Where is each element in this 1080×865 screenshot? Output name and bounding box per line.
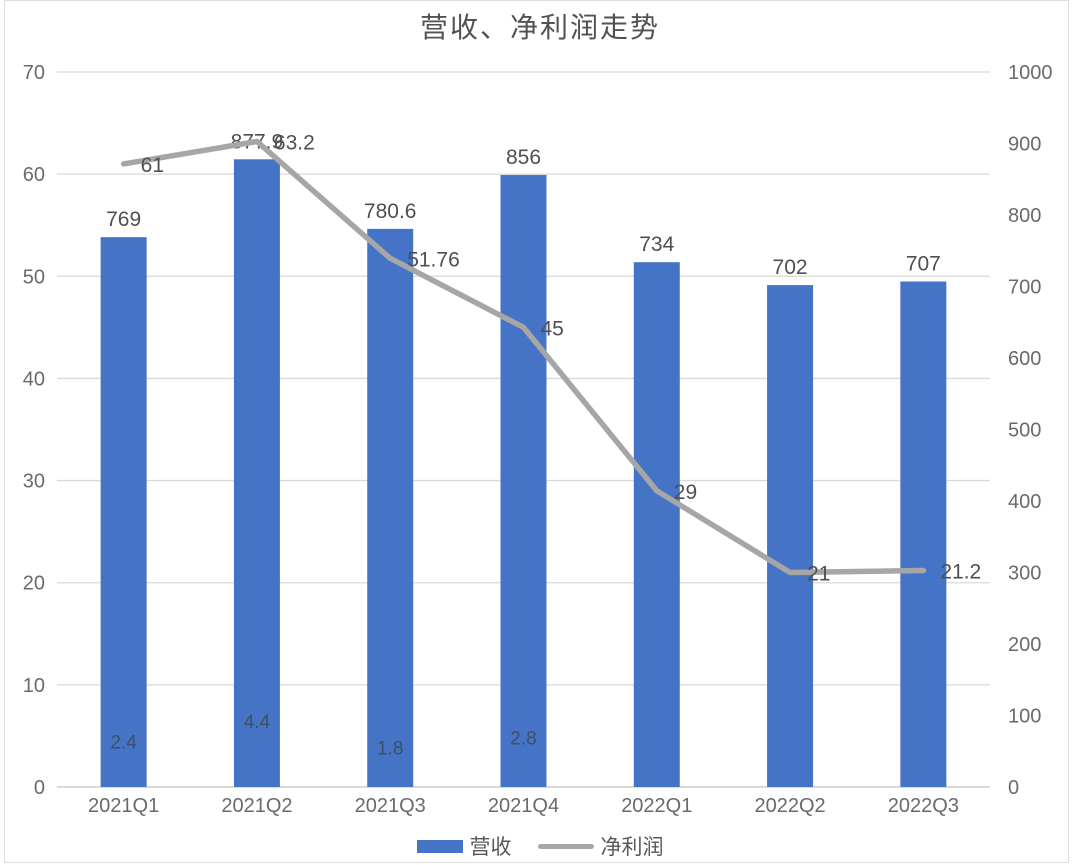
net-profit-line-swatch-icon	[537, 843, 594, 849]
bar-value-label: 780.6	[364, 200, 417, 223]
line-point-label: 61	[141, 154, 164, 177]
left-axis-tick-label: 60	[23, 164, 45, 186]
legend-item-revenue: 营收	[416, 831, 512, 861]
revenue-bar-swatch-icon	[416, 839, 463, 853]
inside-bar-label: 2.8	[510, 728, 536, 749]
inside-bar-labels: 2.4 4.4 1.8 2.8	[110, 712, 536, 760]
right-axis-tick-label: 300	[1008, 563, 1041, 585]
right-axis-tick-label: 900	[1008, 134, 1041, 156]
line-point-label: 51.76	[407, 248, 460, 271]
left-axis-tick-label: 20	[23, 573, 45, 595]
bar	[767, 285, 814, 787]
legend-label-revenue: 营收	[469, 836, 512, 859]
profit-line-path	[120, 138, 927, 576]
line-point-labels: 61 63.2 51.76 45 29 21 21.2	[141, 131, 982, 585]
line-point-label: 29	[674, 481, 697, 504]
bar-value-label: 702	[773, 256, 808, 279]
x-axis-label: 2021Q4	[488, 795, 559, 817]
left-axis-tick-label: 30	[23, 471, 45, 493]
right-axis-tick-label: 700	[1008, 277, 1041, 299]
left-axis-tick-label: 10	[23, 675, 45, 697]
net-profit-line	[120, 138, 927, 576]
bar	[367, 228, 414, 788]
bar	[100, 237, 147, 788]
legend-item-net-profit: 净利润	[537, 831, 664, 861]
line-point-label: 21	[807, 563, 830, 586]
bar	[900, 281, 947, 787]
right-axis-tick-label: 500	[1008, 420, 1041, 442]
left-axis-tick-label: 50	[23, 266, 45, 288]
left-axis-tick-label: 0	[34, 777, 45, 799]
legend-label-net-profit: 净利润	[600, 836, 664, 859]
inside-bar-label: 4.4	[244, 712, 271, 733]
right-axis-tick-label: 400	[1008, 491, 1041, 513]
bar	[233, 159, 280, 787]
bar-value-label: 769	[106, 208, 141, 231]
right-axis-tick-label: 200	[1008, 634, 1041, 656]
line-point-label: 21.2	[940, 560, 981, 583]
x-axis-label: 2021Q2	[221, 795, 292, 817]
right-axis-tick-label: 600	[1008, 348, 1041, 370]
x-axis-label: 2021Q1	[88, 795, 159, 817]
inside-bar-label: 2.4	[110, 732, 137, 753]
bar-value-label: 707	[906, 252, 941, 275]
right-axis-tick-label: 0	[1008, 777, 1019, 799]
line-point-label: 45	[541, 317, 564, 340]
x-axis-label: 2021Q3	[355, 795, 426, 817]
x-axis-labels: 2021Q1 2021Q2 2021Q3 2021Q4 2022Q1 2022Q2 2022…	[88, 795, 959, 817]
bar	[500, 174, 547, 787]
bar-value-label: 734	[639, 233, 674, 256]
inside-bar-label: 1.8	[377, 739, 403, 760]
left-axis-tick-label: 70	[23, 62, 45, 84]
chart-legend: 营收 净利润	[0, 831, 1080, 861]
x-axis-label: 2022Q1	[621, 795, 692, 817]
bar-value-label: 856	[506, 146, 541, 169]
x-axis-label: 2022Q2	[754, 795, 825, 817]
right-axis-tick-label: 800	[1008, 205, 1041, 227]
left-axis-labels: 70 60 50 40 30 20 10 0	[23, 62, 45, 799]
right-axis-tick-label: 1000	[1008, 62, 1053, 84]
left-axis-tick-label: 40	[23, 368, 45, 390]
chart-title: 营收、净利润走势	[419, 12, 660, 43]
right-axis-tick-label: 100	[1008, 706, 1041, 728]
line-point-label: 63.2	[274, 131, 315, 154]
revenue-bars	[100, 159, 947, 788]
bar	[633, 262, 680, 787]
x-axis-label: 2022Q3	[888, 795, 959, 817]
